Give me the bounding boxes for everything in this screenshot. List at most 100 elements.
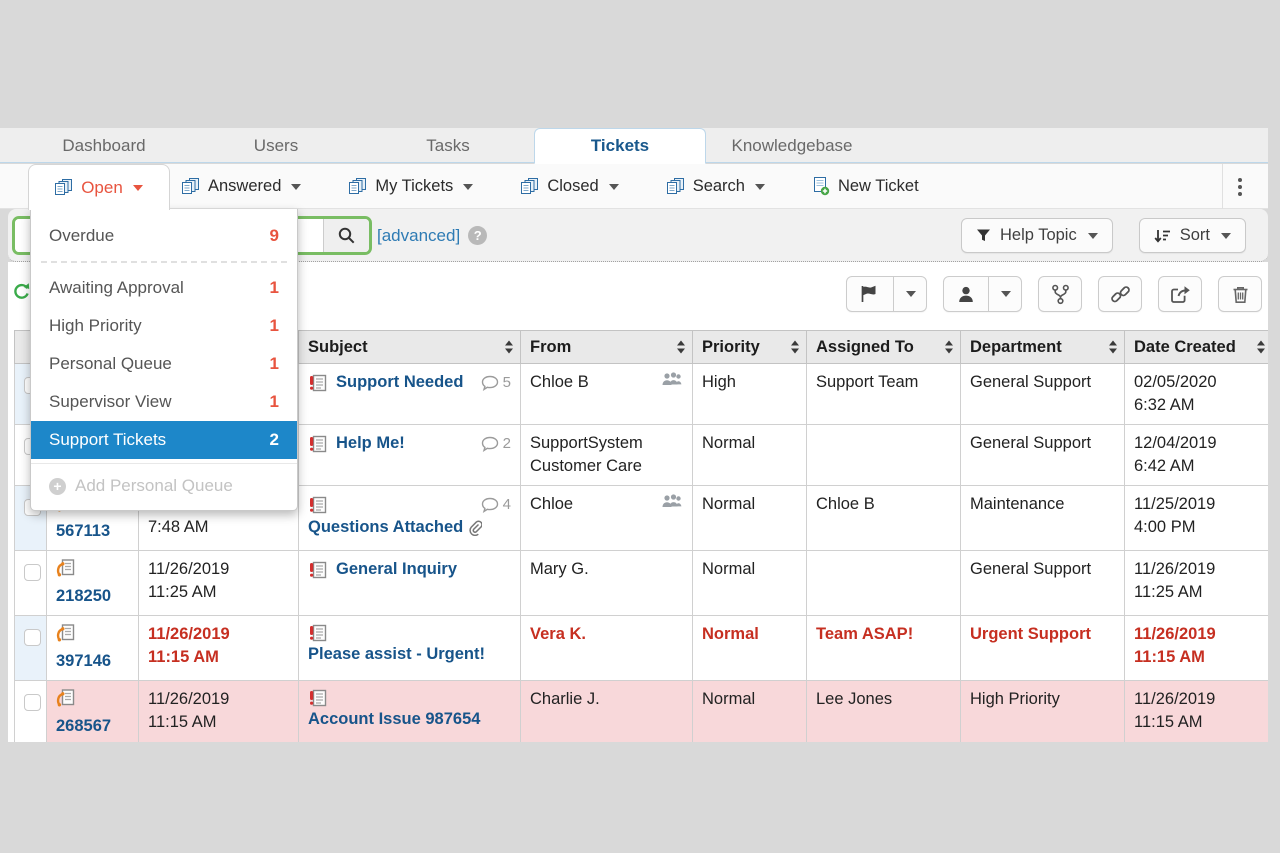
header-assigned-to[interactable]: Assigned To (806, 330, 961, 364)
chevron-down-icon (1087, 232, 1098, 239)
merge-button[interactable] (1038, 276, 1082, 312)
table-row: 397146 11/26/2019 11:15 AM Please assist … (14, 615, 1268, 681)
sort-arrows-icon[interactable] (677, 340, 685, 354)
department-cell: Urgent Support (960, 615, 1125, 681)
flag-dropdown-button[interactable] (893, 277, 926, 311)
subject-cell: 4 Questions Attached (298, 485, 521, 551)
queue-item-awaiting-approval[interactable]: Awaiting Approval 1 (31, 269, 297, 307)
queue-item-high-priority[interactable]: High Priority 1 (31, 307, 297, 345)
tickets-toolbar: Open Answered My Tickets Closed Search N… (0, 164, 1268, 210)
chevron-down-icon (608, 183, 619, 190)
queue-answered-button[interactable]: Answered (182, 177, 302, 196)
flag-button[interactable] (847, 277, 893, 311)
queue-item-label: High Priority (49, 316, 142, 335)
row-checkbox[interactable] (24, 694, 41, 711)
queue-item-count: 1 (269, 278, 279, 297)
from-cell: Chloe (520, 485, 693, 551)
advanced-search-wrap: [advanced] (377, 209, 488, 262)
ticket-number-link[interactable]: 218250 (56, 587, 112, 605)
queue-item-overdue[interactable]: Overdue 9 (31, 217, 297, 255)
header-from[interactable]: From (520, 330, 693, 364)
queue-search-label: Search (692, 177, 745, 195)
collaborators-icon (662, 494, 682, 507)
tab-tickets[interactable]: Tickets (534, 128, 706, 164)
tab-dashboard[interactable]: Dashboard (62, 135, 146, 155)
created-cell: 11/26/2019 11:15 AM (1124, 680, 1268, 742)
help-topic-filter-button[interactable]: Help Topic (960, 218, 1113, 253)
ticket-subject-link[interactable]: Account Issue 987654 (308, 710, 481, 728)
collaborators-icon (662, 372, 682, 385)
search-submit-button[interactable] (323, 219, 369, 252)
refresh-button[interactable] (12, 282, 32, 306)
header-department[interactable]: Department (960, 330, 1125, 364)
from-cell: Charlie J. (520, 680, 693, 742)
export-button[interactable] (1158, 276, 1202, 312)
ticket-subject-link[interactable]: Questions Attached (308, 518, 464, 536)
advanced-search-link[interactable]: [advanced] (377, 225, 461, 245)
toolbar-overflow-button[interactable] (1222, 164, 1256, 209)
new-ticket-icon (813, 177, 830, 196)
header-priority[interactable]: Priority (692, 330, 807, 364)
phone-ticket-icon (56, 559, 75, 577)
tab-users[interactable]: Users (253, 135, 299, 155)
from-cell: SupportSystem Customer Care (520, 424, 693, 486)
header-date-created[interactable]: Date Created (1124, 330, 1268, 364)
ticket-subject-link[interactable]: Support Needed (336, 373, 464, 391)
assigned-cell: Lee Jones (806, 680, 961, 742)
link-button[interactable] (1098, 276, 1142, 312)
chevron-down-icon (754, 183, 765, 190)
ticket-number-link[interactable]: 567113 (56, 522, 111, 540)
row-checkbox[interactable] (24, 629, 41, 646)
replies-count: 5 (502, 374, 511, 391)
chevron-down-icon (463, 183, 474, 190)
sort-arrows-icon[interactable] (945, 340, 953, 354)
queue-closed-button[interactable]: Closed (521, 177, 619, 196)
flag-icon (861, 285, 876, 302)
sort-arrows-icon[interactable] (791, 340, 799, 354)
queue-open-button[interactable]: Open (28, 164, 170, 210)
ticket-number-cell: 218250 (46, 550, 139, 616)
queue-search-button[interactable]: Search (666, 177, 765, 196)
help-icon[interactable] (468, 226, 488, 245)
chevron-down-icon (1001, 291, 1011, 297)
sort-arrows-icon[interactable] (505, 340, 513, 354)
delete-button[interactable] (1218, 276, 1262, 312)
sort-button[interactable]: Sort (1138, 218, 1246, 253)
sort-arrows-icon[interactable] (1109, 340, 1117, 354)
queue-item-personal-queue[interactable]: Personal Queue 1 (31, 345, 297, 383)
ticket-number-link[interactable]: 268567 (56, 717, 112, 735)
ticket-subject-link[interactable]: General Inquiry (336, 560, 458, 578)
queue-item-label: Support Tickets (49, 430, 167, 449)
chevron-down-icon (132, 184, 143, 191)
new-ticket-button[interactable]: New Ticket (813, 177, 919, 196)
ticket-subject-link[interactable]: Help Me! (336, 434, 405, 452)
sort-arrows-icon[interactable] (1257, 340, 1265, 354)
assign-dropdown-button[interactable] (988, 277, 1021, 311)
queue-item-count: 1 (269, 316, 279, 335)
open-queue-dropdown: Overdue 9 Awaiting Approval 1 High Prior… (30, 209, 298, 511)
ticket-note-icon (310, 496, 327, 513)
filter-funnel-icon (976, 229, 990, 241)
add-personal-queue-button[interactable]: Add Personal Queue (31, 466, 297, 506)
replies-bubble-icon (481, 375, 498, 391)
assign-agent-button[interactable] (944, 277, 988, 311)
ticket-number-link[interactable]: 397146 (56, 652, 112, 670)
tab-tasks[interactable]: Tasks (426, 135, 470, 155)
ticket-date-cell: 11/26/2019 11:15 AM (138, 680, 299, 742)
row-checkbox[interactable] (24, 564, 41, 581)
paperclip-icon (469, 520, 483, 537)
tab-knowledgebase[interactable]: Knowledgebase (731, 135, 853, 155)
queue-item-label: Supervisor View (49, 392, 172, 411)
ticket-note-icon (310, 624, 327, 642)
priority-cell: High (692, 363, 807, 425)
subject-cell: Account Issue 987654 (298, 680, 521, 742)
department-cell: Maintenance (960, 485, 1125, 551)
sort-label: Sort (1179, 226, 1210, 244)
queue-item-supervisor-view[interactable]: Supervisor View 1 (31, 383, 297, 421)
ticket-subject-link[interactable]: Please assist - Urgent! (308, 645, 485, 663)
header-subject[interactable]: Subject (298, 330, 521, 364)
queue-item-support-tickets[interactable]: Support Tickets 2 (31, 421, 297, 459)
priority-cell: Normal (692, 550, 807, 616)
queue-my-tickets-button[interactable]: My Tickets (349, 177, 474, 196)
queue-item-count: 2 (269, 430, 279, 449)
